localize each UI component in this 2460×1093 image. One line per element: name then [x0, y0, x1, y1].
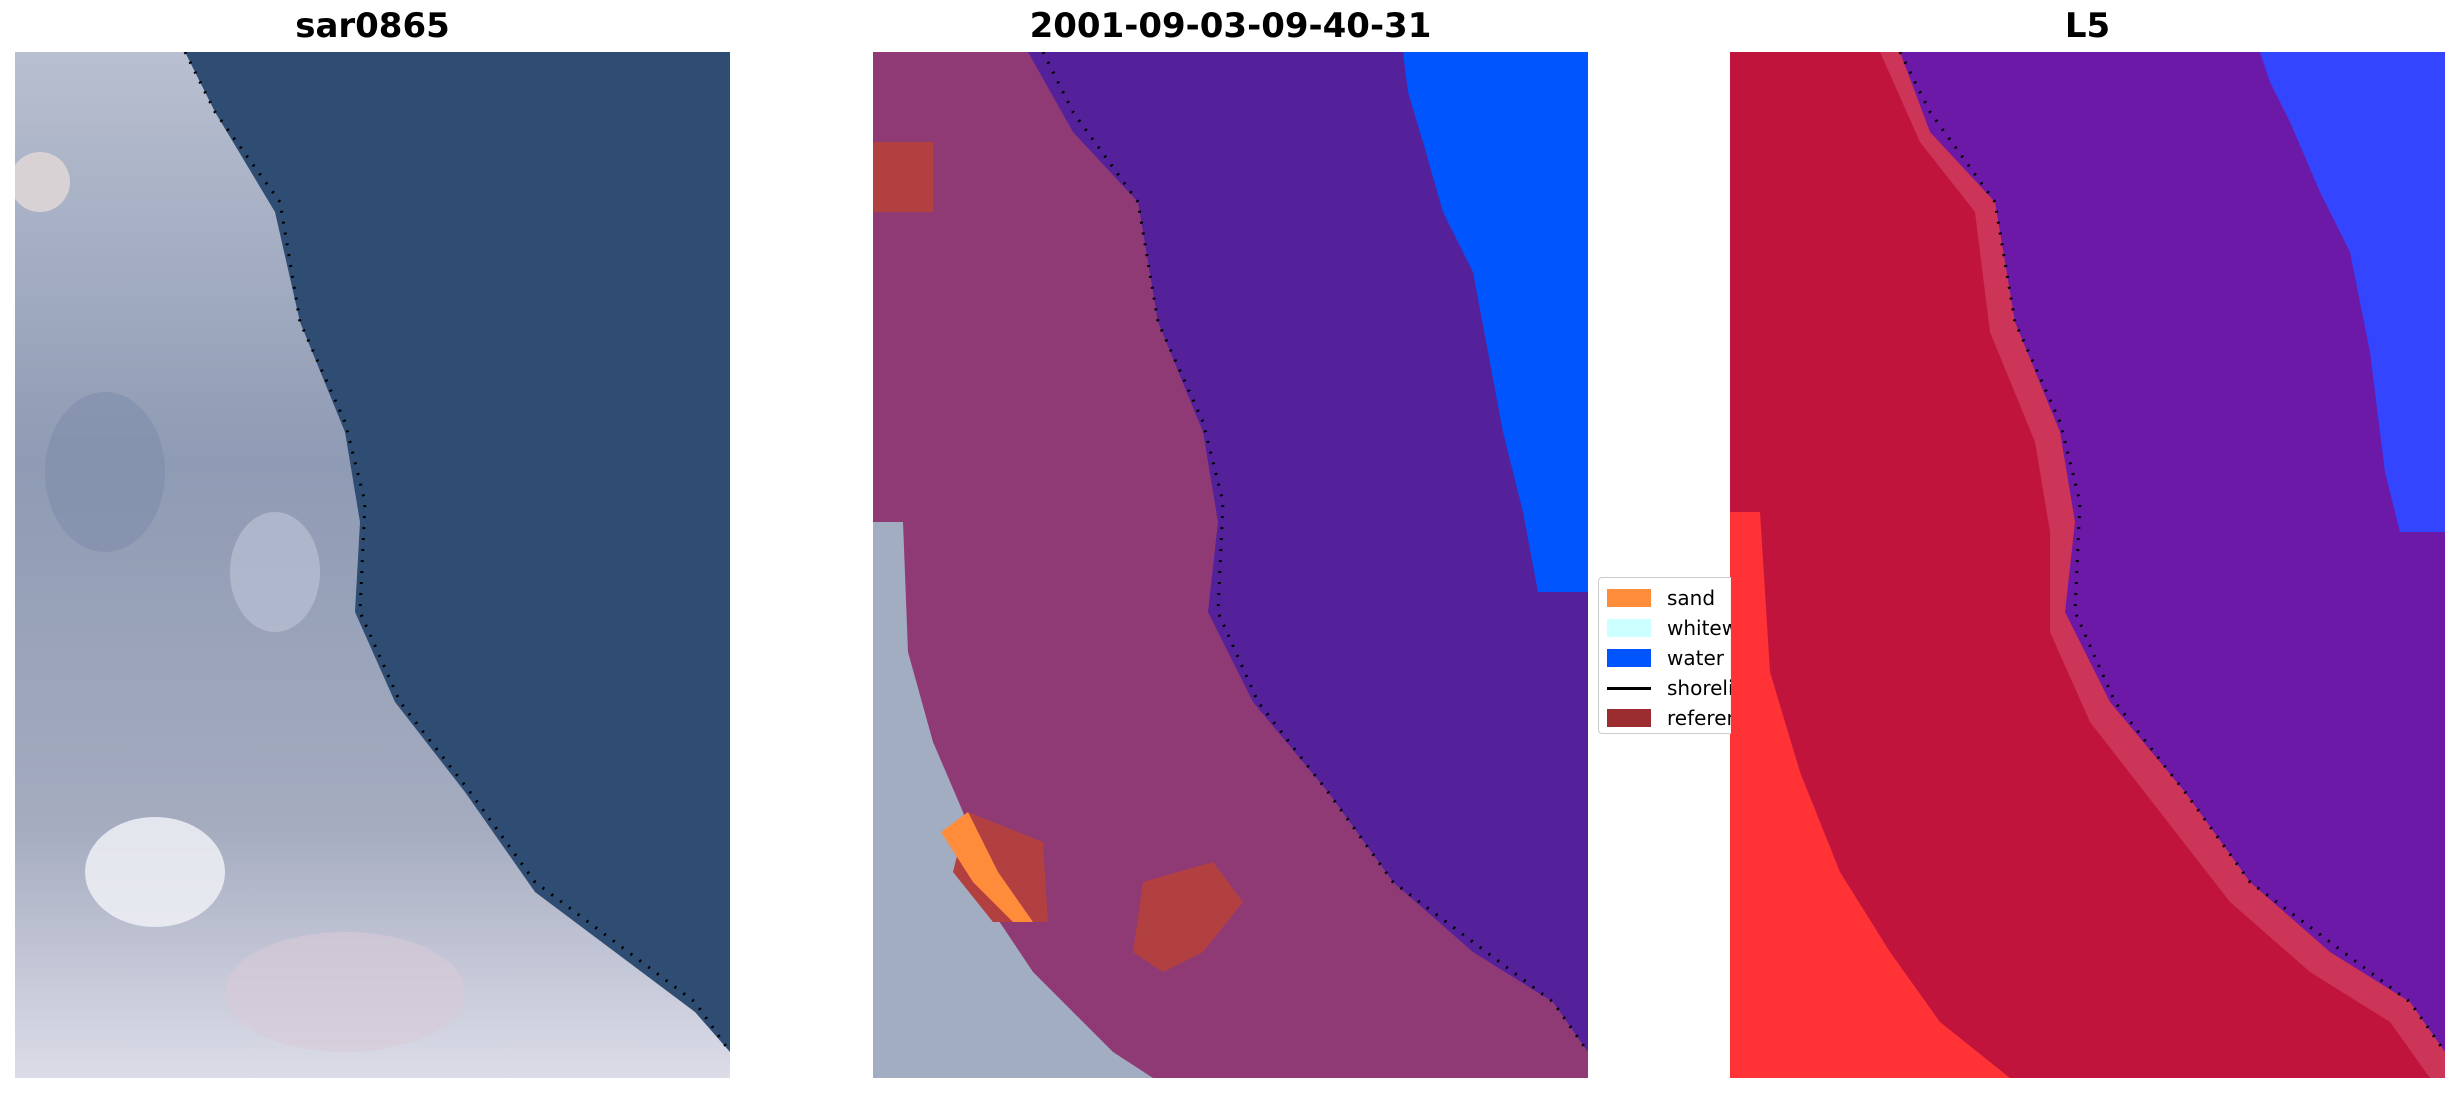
- shoreline-halo: [1880, 52, 2445, 1078]
- bright-l5-area: [1730, 512, 2010, 1078]
- legend-label-water: water: [1667, 646, 1724, 670]
- land-l5-area: [1730, 52, 2445, 1078]
- legend-swatch-reference: [1607, 709, 1651, 727]
- legend-swatch-water: [1607, 649, 1651, 667]
- panel-title-classification: 2001-09-03-09-40-31: [1029, 6, 1432, 46]
- legend-item-sand: sand: [1607, 586, 1715, 610]
- l5-panel: [1730, 52, 2445, 1078]
- legend-item-reference: reference: [1607, 706, 1731, 730]
- legend-item-shoreline: shoreline: [1607, 676, 1731, 700]
- legend-swatch-whitewater: [1607, 619, 1651, 637]
- classification-image: [873, 52, 1588, 1078]
- reference-patch: [873, 142, 933, 212]
- sand-patch: [941, 812, 1033, 922]
- ocean-l5-area: [2260, 52, 2445, 532]
- legend-line-shoreline: [1607, 686, 1651, 690]
- whitewater-area: [873, 522, 1153, 1078]
- l5-image: [1730, 52, 2445, 1078]
- legend-label-reference: reference: [1667, 706, 1731, 730]
- rgb-image-panel: [15, 52, 730, 1078]
- land-area: [15, 52, 730, 1078]
- legend-label-sand: sand: [1667, 586, 1716, 610]
- legend-label-shoreline: shoreline: [1667, 676, 1731, 700]
- rgb-image: [15, 52, 730, 1078]
- ocean-area: [1403, 52, 1588, 592]
- legend-item-water: water: [1607, 646, 1724, 670]
- classification-panel: [873, 52, 1588, 1078]
- panel-title-rgb: sar0865: [295, 6, 450, 46]
- legend-swatch-sand: [1607, 589, 1651, 607]
- land-class-area: [873, 52, 1588, 1078]
- reference-patch: [1133, 862, 1243, 972]
- panel-title-l5: L5: [2064, 6, 2111, 46]
